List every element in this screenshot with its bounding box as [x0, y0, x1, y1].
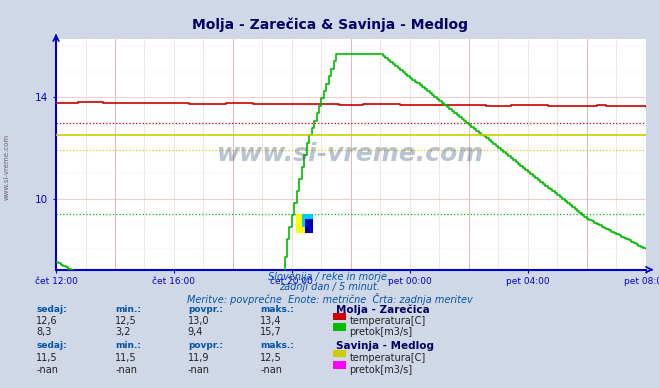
- Bar: [297, 214, 312, 233]
- Bar: [305, 219, 312, 233]
- Text: 8,3: 8,3: [36, 327, 51, 337]
- Bar: [302, 214, 312, 227]
- Text: pretok[m3/s]: pretok[m3/s]: [349, 327, 413, 337]
- Text: Savinja - Medlog: Savinja - Medlog: [336, 341, 434, 352]
- Text: temperatura[C]: temperatura[C]: [349, 353, 426, 363]
- Text: 11,5: 11,5: [115, 353, 137, 363]
- Text: temperatura[C]: temperatura[C]: [349, 316, 426, 326]
- Text: 12,6: 12,6: [36, 316, 58, 326]
- Text: 13,4: 13,4: [260, 316, 282, 326]
- Text: Slovenija / reke in morje.: Slovenija / reke in morje.: [268, 272, 391, 282]
- Text: 12,5: 12,5: [260, 353, 282, 363]
- Text: min.:: min.:: [115, 305, 141, 314]
- Text: -nan: -nan: [115, 365, 137, 375]
- Text: min.:: min.:: [115, 341, 141, 350]
- Text: 11,5: 11,5: [36, 353, 58, 363]
- Text: www.si-vreme.com: www.si-vreme.com: [217, 142, 484, 166]
- Text: 3,2: 3,2: [115, 327, 131, 337]
- Text: -nan: -nan: [188, 365, 210, 375]
- Text: sedaj:: sedaj:: [36, 305, 67, 314]
- Text: 15,7: 15,7: [260, 327, 282, 337]
- Text: Molja - Zarečica: Molja - Zarečica: [336, 305, 430, 315]
- Text: -nan: -nan: [36, 365, 58, 375]
- Text: -nan: -nan: [260, 365, 282, 375]
- Text: www.si-vreme.com: www.si-vreme.com: [3, 134, 9, 200]
- Text: Molja - Zarečica & Savinja - Medlog: Molja - Zarečica & Savinja - Medlog: [192, 17, 467, 32]
- Text: povpr.:: povpr.:: [188, 305, 223, 314]
- Text: 13,0: 13,0: [188, 316, 210, 326]
- Text: sedaj:: sedaj:: [36, 341, 67, 350]
- Text: zadnji dan / 5 minut.: zadnji dan / 5 minut.: [279, 282, 380, 293]
- Text: maks.:: maks.:: [260, 305, 294, 314]
- Text: Meritve: povprečne  Enote: metrične  Črta: zadnja meritev: Meritve: povprečne Enote: metrične Črta:…: [186, 293, 473, 305]
- Text: maks.:: maks.:: [260, 341, 294, 350]
- Text: 9,4: 9,4: [188, 327, 203, 337]
- Text: 12,5: 12,5: [115, 316, 137, 326]
- Text: 11,9: 11,9: [188, 353, 210, 363]
- Text: pretok[m3/s]: pretok[m3/s]: [349, 365, 413, 375]
- Text: povpr.:: povpr.:: [188, 341, 223, 350]
